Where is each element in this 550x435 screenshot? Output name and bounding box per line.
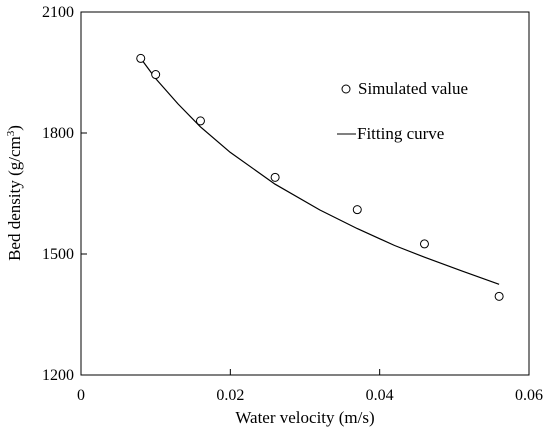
- y-axis-title: Bed density (g/cm3): [5, 125, 24, 261]
- y-tick-label: 1800: [42, 125, 74, 142]
- y-axis-title-superscript: 3: [5, 130, 17, 136]
- y-tick-label: 1200: [42, 367, 74, 384]
- simulated-value-point: [270, 172, 280, 182]
- x-tick-label: 0.06: [515, 387, 543, 404]
- y-axis-ticks: 1200 1500 1800 2100: [42, 4, 87, 384]
- simulated-value-point: [136, 53, 146, 63]
- x-tick-label: 0.04: [366, 387, 394, 404]
- plot-frame: [80, 11, 530, 376]
- y-tick-label: 1500: [42, 246, 74, 263]
- simulated-value-point: [419, 239, 429, 249]
- simulated-value-point: [195, 116, 205, 126]
- legend-marker-simulated: [341, 84, 351, 94]
- y-axis-title-tail: ): [5, 125, 24, 131]
- legend-label-fitting: Fitting curve: [357, 124, 444, 143]
- x-axis-ticks: 0 0.02 0.04 0.06: [77, 369, 543, 404]
- x-tick-label: 0.02: [216, 387, 244, 404]
- x-axis-title: Water velocity (m/s): [235, 408, 374, 427]
- simulated-value-point: [494, 291, 504, 301]
- y-tick-label: 2100: [42, 4, 74, 21]
- y-axis-title-main: Bed density (g/cm: [5, 136, 24, 261]
- fitting-curve-line: [140, 58, 500, 285]
- legend: Simulated value Fitting curve: [337, 79, 468, 143]
- series-layer: [136, 53, 504, 301]
- x-tick-label: 0: [77, 387, 85, 404]
- legend-label-simulated: Simulated value: [358, 79, 468, 98]
- simulated-value-point: [151, 70, 161, 80]
- simulated-value-point: [352, 205, 362, 215]
